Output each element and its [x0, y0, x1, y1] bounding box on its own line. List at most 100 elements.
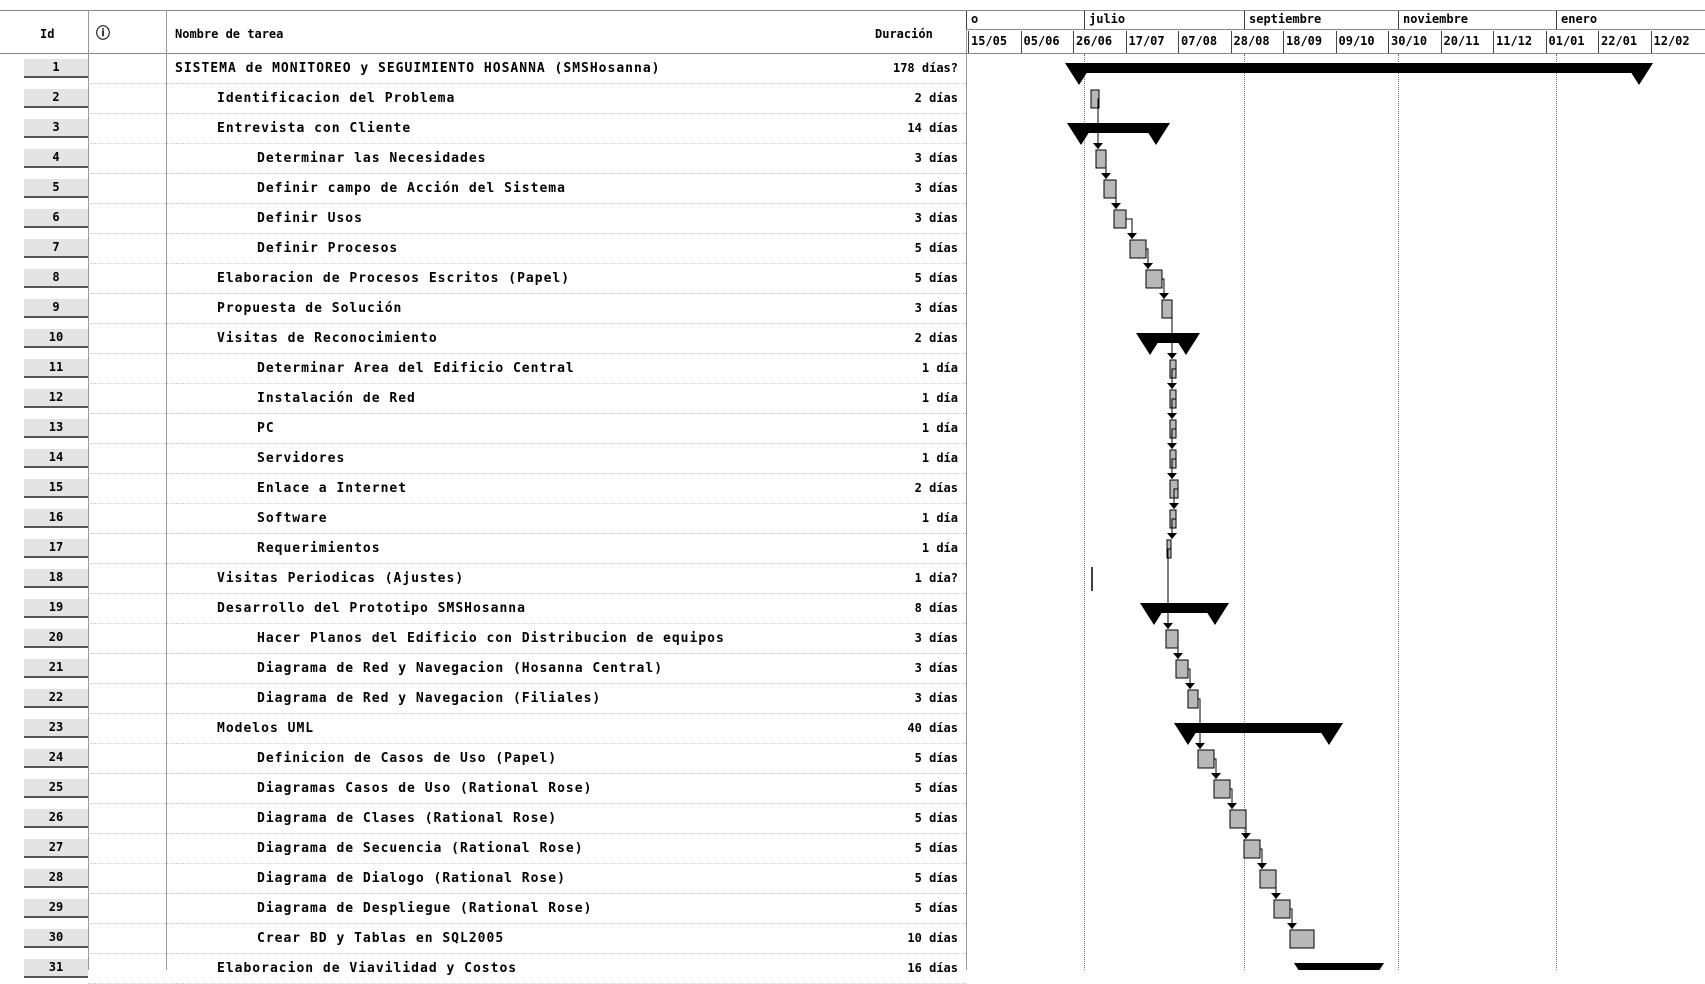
row-id[interactable]: 5 [24, 179, 88, 198]
task-duration[interactable]: 40 días [907, 721, 958, 735]
task-bar[interactable] [1230, 810, 1246, 828]
link-arrow[interactable] [1111, 203, 1121, 209]
task-bar[interactable] [1260, 870, 1276, 888]
column-header-id[interactable]: Id [40, 27, 54, 41]
task-duration[interactable]: 3 días [915, 181, 958, 195]
task-bar[interactable] [1176, 660, 1188, 678]
table-row[interactable]: 2 Identificacion del Problema 2 días [0, 84, 966, 114]
column-header-duration[interactable]: Duración [875, 27, 933, 41]
table-row[interactable]: 26 Diagrama de Clases (Rational Rose) 5 dí… [0, 804, 966, 834]
task-duration[interactable]: 5 días [915, 241, 958, 255]
task-duration[interactable]: 10 días [907, 931, 958, 945]
row-id[interactable]: 11 [24, 359, 88, 378]
task-name[interactable]: Determinar las Necesidades [257, 151, 487, 166]
row-id[interactable]: 8 [24, 269, 88, 288]
row-id[interactable]: 13 [24, 419, 88, 438]
table-row[interactable]: 29 Diagrama de Despliegue (Rational Rose)… [0, 894, 966, 924]
link-arrow[interactable] [1159, 293, 1169, 299]
task-duration[interactable]: 178 días? [893, 61, 958, 75]
task-bar[interactable] [1214, 780, 1230, 798]
task-bar[interactable] [1130, 240, 1146, 258]
table-row[interactable]: 13 PC 1 día [0, 414, 966, 444]
task-duration[interactable]: 5 días [915, 811, 958, 825]
task-name[interactable]: Hacer Planos del Edificio con Distribuci… [257, 631, 725, 646]
table-row[interactable]: 9 Propuesta de Solución 3 días [0, 294, 966, 324]
task-bar[interactable] [1104, 180, 1116, 198]
row-id[interactable]: 4 [24, 149, 88, 168]
row-id[interactable]: 21 [24, 659, 88, 678]
table-row[interactable]: 21 Diagrama de Red y Navegacion (Hosanna … [0, 654, 966, 684]
task-duration[interactable]: 3 días [915, 691, 958, 705]
table-row[interactable]: 30 Crear BD y Tablas en SQL2005 10 días [0, 924, 966, 954]
table-row[interactable]: 28 Diagrama de Dialogo (Rational Rose) 5 d… [0, 864, 966, 894]
link-arrow[interactable] [1169, 503, 1179, 509]
table-row[interactable]: 17 Requerimientos 1 día [0, 534, 966, 564]
task-duration[interactable]: 5 días [915, 901, 958, 915]
task-name[interactable]: Diagrama de Secuencia (Rational Rose) [257, 841, 584, 856]
row-id[interactable]: 18 [24, 569, 88, 588]
task-name[interactable]: Desarrollo del Prototipo SMSHosanna [217, 601, 526, 616]
table-row[interactable]: 20 Hacer Planos del Edificio con Distribu… [0, 624, 966, 654]
task-bar[interactable] [1162, 300, 1172, 318]
table-row[interactable]: 23 Modelos UML 40 días [0, 714, 966, 744]
task-name[interactable]: Visitas Periodicas (Ajustes) [217, 571, 464, 586]
table-row[interactable]: 24 Definicion de Casos de Uso (Papel) 5 dí… [0, 744, 966, 774]
link-arrow[interactable] [1167, 473, 1177, 479]
table-row[interactable]: 4 Determinar las Necesidades 3 días [0, 144, 966, 174]
task-duration[interactable]: 1 día [922, 541, 958, 555]
summary-bar[interactable] [1136, 333, 1200, 355]
table-row[interactable]: 8 Elaboracion de Procesos Escritos (Papel… [0, 264, 966, 294]
row-id[interactable]: 28 [24, 869, 88, 888]
table-row[interactable]: 22 Diagrama de Red y Navegacion (Filiales… [0, 684, 966, 714]
task-bar[interactable] [1198, 750, 1214, 768]
task-bar[interactable] [1274, 900, 1290, 918]
table-row[interactable]: 14 Servidores 1 día [0, 444, 966, 474]
link-arrow[interactable] [1241, 833, 1251, 839]
task-name[interactable]: Diagrama de Clases (Rational Rose) [257, 811, 557, 826]
table-row[interactable]: 19 Desarrollo del Prototipo SMSHosanna 8 d… [0, 594, 966, 624]
task-name[interactable]: Elaboracion de Procesos Escritos (Papel) [217, 271, 570, 286]
task-duration[interactable]: 3 días [915, 661, 958, 675]
task-duration[interactable]: 1 día [922, 361, 958, 375]
link-arrow[interactable] [1127, 233, 1137, 239]
indicators-column-icon[interactable]: ⓘ [96, 23, 110, 43]
link-arrow[interactable] [1163, 623, 1173, 629]
table-row[interactable]: 7 Definir Procesos 5 días [0, 234, 966, 264]
row-id[interactable]: 30 [24, 929, 88, 948]
row-id[interactable]: 22 [24, 689, 88, 708]
table-row[interactable]: 31 Elaboracion de Viavilidad y Costos 16 d… [0, 954, 966, 984]
table-row[interactable]: 27 Diagrama de Secuencia (Rational Rose) 5… [0, 834, 966, 864]
task-name[interactable]: Servidores [257, 451, 345, 466]
summary-bar[interactable] [1140, 603, 1229, 625]
row-id[interactable]: 27 [24, 839, 88, 858]
table-row[interactable]: 15 Enlace a Internet 2 días [0, 474, 966, 504]
task-duration[interactable]: 2 días [915, 91, 958, 105]
task-name[interactable]: PC [257, 421, 275, 436]
table-row[interactable]: 11 Determinar Area del Edificio Central 1 … [0, 354, 966, 384]
link-arrow[interactable] [1211, 773, 1221, 779]
row-id[interactable]: 12 [24, 389, 88, 408]
row-id[interactable]: 24 [24, 749, 88, 768]
summary-bar[interactable] [1065, 63, 1653, 85]
task-duration[interactable]: 1 día? [915, 571, 958, 585]
table-row[interactable]: 16 Software 1 día [0, 504, 966, 534]
task-duration[interactable]: 5 días [915, 871, 958, 885]
task-duration[interactable]: 5 días [915, 271, 958, 285]
table-row[interactable]: 18 Visitas Periodicas (Ajustes) 1 día? [0, 564, 966, 594]
task-name[interactable]: Determinar Area del Edificio Central [257, 361, 575, 376]
summary-bar[interactable] [1294, 963, 1384, 970]
task-name[interactable]: SISTEMA de MONITOREO y SEGUIMIENTO HOSAN… [175, 61, 660, 76]
task-name[interactable]: Modelos UML [217, 721, 314, 736]
link-arrow[interactable] [1227, 803, 1237, 809]
table-row[interactable]: 10 Visitas de Reconocimiento 2 días [0, 324, 966, 354]
link-arrow[interactable] [1167, 533, 1177, 539]
row-id[interactable]: 14 [24, 449, 88, 468]
link-arrow[interactable] [1257, 863, 1267, 869]
row-id[interactable]: 9 [24, 299, 88, 318]
task-name[interactable]: Elaboracion de Viavilidad y Costos [217, 961, 517, 976]
task-duration[interactable]: 5 días [915, 841, 958, 855]
summary-bar[interactable] [1067, 123, 1170, 145]
row-id[interactable]: 25 [24, 779, 88, 798]
table-row[interactable]: 25 Diagramas Casos de Uso (Rational Rose)… [0, 774, 966, 804]
task-name[interactable]: Crear BD y Tablas en SQL2005 [257, 931, 504, 946]
